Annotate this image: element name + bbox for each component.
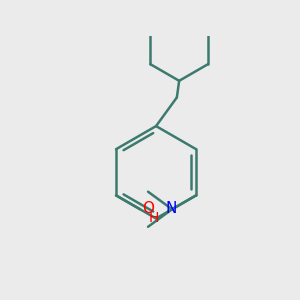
Text: N: N xyxy=(165,201,177,216)
Text: H: H xyxy=(149,211,159,225)
Text: O: O xyxy=(142,201,154,216)
